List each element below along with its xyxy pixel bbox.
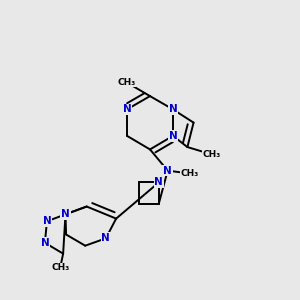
Text: N: N [169,131,177,141]
Text: CH₃: CH₃ [51,263,69,272]
Text: N: N [61,209,70,219]
Text: N: N [40,238,49,248]
Text: CH₃: CH₃ [181,169,199,178]
Text: N: N [43,216,51,226]
Text: N: N [123,104,131,114]
Text: N: N [154,177,163,188]
Text: N: N [169,104,177,114]
Text: N: N [101,233,110,243]
Text: N: N [163,166,172,176]
Text: CH₃: CH₃ [117,78,136,87]
Text: CH₃: CH₃ [203,150,221,159]
